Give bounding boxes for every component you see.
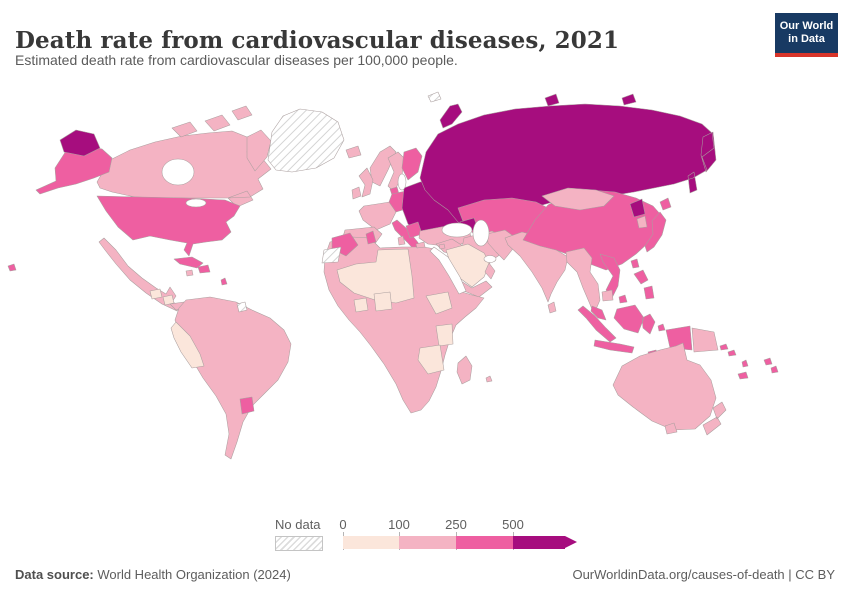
region-australia[interactable] [612, 342, 717, 431]
region-south-korea[interactable] [636, 215, 648, 229]
region-sri-lanka[interactable] [547, 301, 557, 314]
black-sea [441, 222, 473, 238]
legend-bin-100-250[interactable] [399, 536, 456, 549]
legend-tick-0: 0 [339, 517, 347, 532]
region-cambodia[interactable] [601, 289, 614, 302]
no-data-label: No data [275, 517, 321, 532]
owid-logo-line1: Our World [779, 20, 834, 32]
region-new-zealand[interactable] [702, 401, 727, 436]
region-hainan[interactable] [618, 294, 628, 304]
region-finland[interactable] [401, 147, 423, 181]
region-baffin-island[interactable] [246, 129, 272, 172]
region-united-states[interactable] [96, 195, 241, 257]
region-svalbard[interactable] [427, 91, 442, 103]
region-ghana-ivory-coast[interactable] [353, 297, 369, 313]
region-solomon-islands[interactable] [719, 343, 737, 357]
region-papua-new-guinea[interactable] [691, 327, 719, 353]
region-south-america[interactable] [174, 296, 292, 460]
region-western-sahara[interactable] [321, 246, 342, 264]
chart-subtitle: Estimated death rate from cardiovascular… [15, 52, 458, 68]
region-jamaica[interactable] [185, 269, 194, 277]
legend-bin-250-500[interactable] [456, 536, 513, 549]
data-source-value: World Health Organization (2024) [93, 567, 291, 582]
map-legend: No data 0 100 250 500 [0, 516, 850, 556]
owid-logo-line2: in Data [788, 33, 825, 45]
region-french-guiana[interactable] [236, 301, 248, 313]
region-uruguay[interactable] [239, 396, 255, 415]
no-data-swatch[interactable] [275, 536, 323, 551]
region-nigeria[interactable] [373, 291, 393, 312]
owid-link[interactable]: OurWorldinData.org/causes-of-death | CC … [572, 567, 835, 582]
caspian-sea [472, 219, 490, 247]
region-crete-cyprus[interactable] [415, 241, 446, 250]
chart-footer: Data source: World Health Organization (… [15, 567, 835, 582]
hudson-bay [161, 158, 195, 186]
region-philippines[interactable] [633, 269, 655, 300]
region-hawaii[interactable] [7, 263, 17, 272]
region-france[interactable] [358, 201, 397, 231]
data-source-line: Data source: World Health Organization (… [15, 567, 291, 582]
region-ethiopia[interactable] [425, 291, 453, 315]
region-new-caledonia[interactable] [737, 371, 749, 380]
region-fiji[interactable] [763, 357, 779, 374]
baltic-sea [397, 173, 407, 191]
region-north-korea[interactable] [629, 198, 646, 218]
region-tasmania[interactable] [664, 422, 678, 435]
page-title: Death rate from cardiovascular diseases,… [15, 27, 620, 55]
region-peru[interactable] [170, 321, 205, 369]
legend-tick-100: 100 [388, 517, 410, 532]
region-malaysia[interactable] [590, 305, 607, 321]
legend-tick-250: 250 [445, 517, 467, 532]
region-sahara-sahel[interactable] [336, 248, 415, 304]
region-zambia-zimbabwe[interactable] [417, 344, 445, 375]
red-sea [429, 246, 467, 295]
legend-bin-500-plus[interactable] [513, 536, 565, 549]
legend-arrow [565, 536, 577, 548]
region-iceland[interactable] [345, 145, 362, 159]
region-taiwan[interactable] [630, 258, 640, 269]
region-canadian-arctic-islands[interactable] [171, 105, 253, 138]
region-indonesia[interactable] [577, 304, 693, 358]
region-tanzania[interactable] [435, 323, 454, 347]
region-cuba[interactable] [173, 256, 204, 269]
data-source-label: Data source: [15, 567, 94, 582]
great-lakes [185, 198, 207, 208]
owid-logo[interactable]: Our World in Data [775, 13, 838, 57]
region-mongolia[interactable] [541, 187, 615, 211]
region-japan[interactable] [644, 197, 672, 253]
region-greenland[interactable] [267, 108, 345, 173]
region-madagascar[interactable] [456, 355, 473, 385]
region-ireland[interactable] [351, 186, 362, 200]
region-myanmar-thailand[interactable] [565, 247, 601, 315]
persian-gulf [483, 255, 497, 263]
region-tunisia[interactable] [365, 230, 377, 245]
legend-tick-500: 500 [502, 517, 524, 532]
region-lesser-antilles[interactable] [220, 277, 228, 286]
region-chukotka-russia[interactable] [59, 129, 101, 157]
region-vanuatu[interactable] [741, 359, 749, 368]
region-united-kingdom[interactable] [358, 167, 374, 198]
region-mauritius[interactable] [485, 375, 493, 383]
region-nicaragua[interactable] [162, 294, 175, 306]
legend-bin-0-100[interactable] [343, 536, 399, 549]
region-hispaniola[interactable] [197, 264, 211, 274]
region-russian-arctic-islands[interactable] [439, 93, 637, 129]
region-guatemala[interactable] [149, 288, 163, 300]
